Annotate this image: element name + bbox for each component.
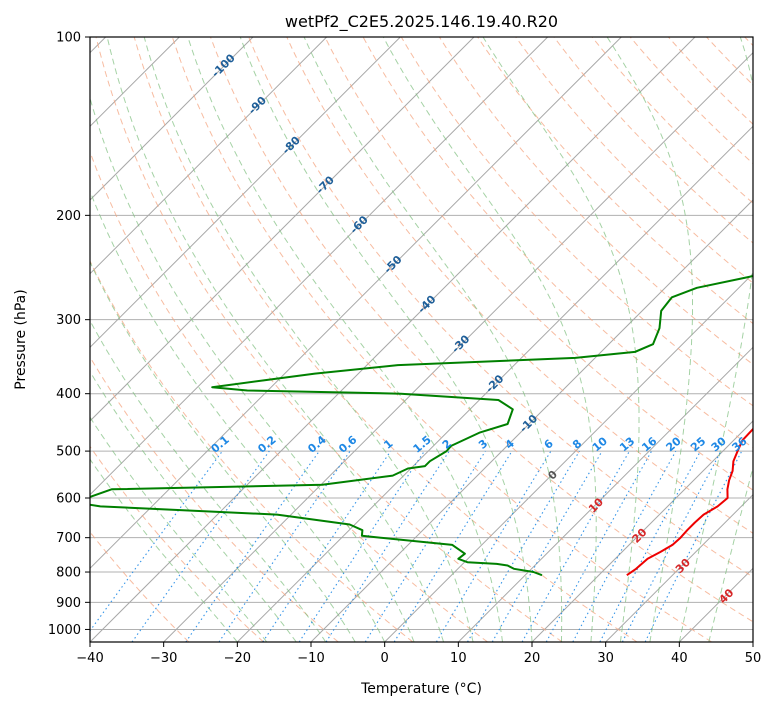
y-tick-label: 100: [56, 31, 81, 46]
x-tick-label: −20: [224, 651, 251, 666]
x-tick-label: 10: [450, 651, 467, 666]
y-tick-label: 800: [56, 566, 81, 581]
x-tick-label: 40: [671, 651, 688, 666]
x-axis-label: Temperature (°C): [360, 681, 482, 697]
y-axis-label: Pressure (hPa): [13, 289, 29, 389]
x-tick-label: 0: [381, 651, 389, 666]
x-tick-label: 30: [597, 651, 614, 666]
y-tick-label: 200: [56, 209, 81, 224]
x-tick-label: 50: [745, 651, 762, 666]
x-tick-label: −30: [150, 651, 177, 666]
x-tick-label: −10: [297, 651, 324, 666]
y-tick-label: 400: [56, 387, 81, 402]
x-tick-label: −40: [76, 651, 103, 666]
y-tick-label: 900: [56, 596, 81, 611]
y-tick-label: 600: [56, 492, 81, 507]
chart-title: wetPf2_C2E5.2025.146.19.40.R20: [285, 12, 558, 32]
y-tick-label: 300: [56, 313, 81, 328]
y-tick-label: 1000: [48, 623, 81, 638]
x-tick-label: 20: [524, 651, 541, 666]
y-tick-label: 700: [56, 531, 81, 546]
y-tick-label: 500: [56, 445, 81, 460]
